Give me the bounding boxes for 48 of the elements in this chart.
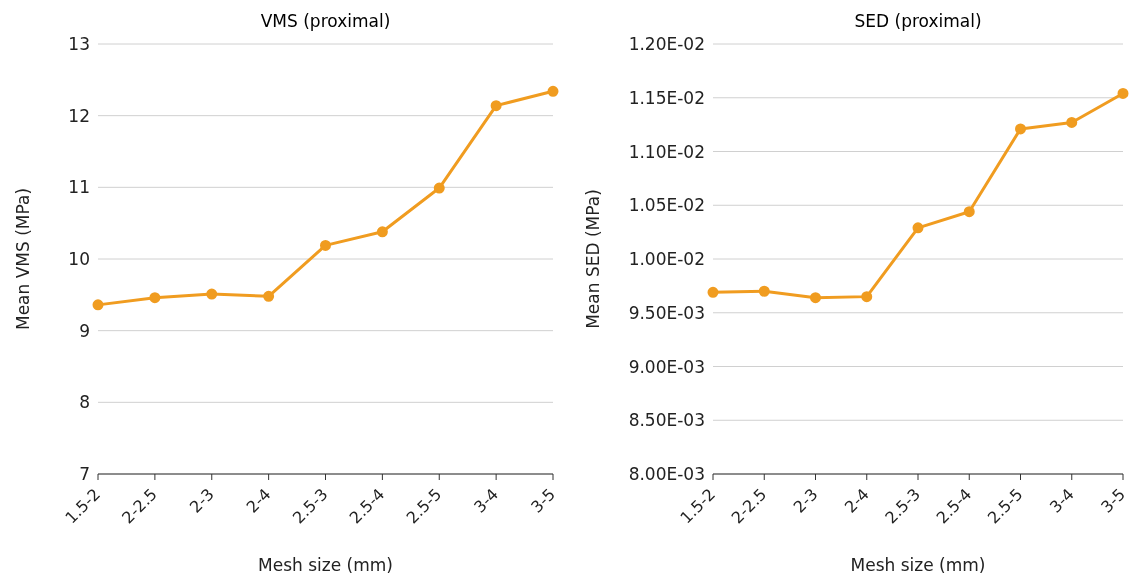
chart-title: SED (proximal) bbox=[853, 10, 983, 33]
point bbox=[149, 292, 161, 304]
y-tick-label: 9.00E-03 bbox=[628, 356, 705, 377]
point bbox=[206, 288, 218, 300]
point bbox=[810, 292, 821, 304]
point bbox=[861, 291, 873, 303]
x-tick-label: 3-4 bbox=[1045, 484, 1078, 517]
y-tick-label: 13 bbox=[68, 34, 90, 55]
point bbox=[320, 239, 331, 251]
x-axis-title: Mesh size (mm) bbox=[850, 555, 986, 576]
point bbox=[912, 222, 924, 234]
x-tick-label: 3-5 bbox=[527, 484, 560, 517]
y-tick-label: 1.00E-02 bbox=[628, 249, 705, 270]
y-tick-label: 9 bbox=[79, 320, 90, 341]
x-tick-label: 3-5 bbox=[1097, 484, 1130, 517]
x-tick-label: 2-4 bbox=[840, 484, 873, 517]
x-tick-label: 2-3 bbox=[185, 484, 218, 517]
y-tick-label: 12 bbox=[68, 105, 90, 126]
y-tick-label: 8 bbox=[79, 392, 90, 413]
x-tick-label: 2-4 bbox=[242, 484, 275, 517]
point bbox=[433, 182, 445, 194]
y-tick-label: 1.05E-02 bbox=[628, 195, 705, 216]
point bbox=[1015, 123, 1026, 135]
y-tick-label: 7 bbox=[79, 464, 90, 485]
y-tick-label: 8.50E-03 bbox=[628, 410, 705, 431]
point bbox=[547, 85, 559, 97]
x-axis-title: Mesh size (mm) bbox=[258, 555, 393, 576]
y-tick-label: 11 bbox=[68, 177, 90, 198]
chart-title: VMS (proximal) bbox=[259, 10, 392, 33]
point bbox=[263, 290, 275, 302]
y-tick-label: 1.10E-02 bbox=[628, 141, 705, 162]
y-axis-title: Mean VMS (MPa) bbox=[13, 187, 34, 331]
point bbox=[963, 206, 975, 218]
y-tick-label: 9.50E-03 bbox=[628, 302, 705, 323]
y-axis-title: Mean SED (MPa) bbox=[583, 189, 604, 329]
y-tick-label: 1.20E-02 bbox=[628, 34, 705, 55]
y-tick-label: 10 bbox=[68, 249, 90, 270]
point bbox=[490, 100, 502, 112]
point bbox=[1117, 87, 1129, 99]
x-tick-label: 3-4 bbox=[470, 484, 503, 517]
point bbox=[707, 286, 719, 298]
point bbox=[1066, 116, 1078, 128]
point bbox=[376, 226, 388, 238]
x-tick-label: 2-3 bbox=[789, 484, 822, 517]
y-tick-label: 8.00E-03 bbox=[628, 464, 705, 485]
point bbox=[758, 285, 770, 297]
y-tick-label: 1.15E-02 bbox=[628, 87, 705, 108]
point bbox=[92, 299, 104, 311]
